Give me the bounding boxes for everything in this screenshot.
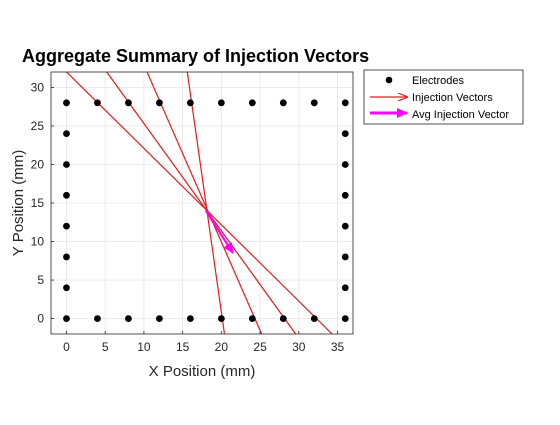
legend: Electrodes Injection Vectors Avg Injecti… — [363, 69, 524, 125]
plot-area: 0 5 10 15 20 25 30 35 0 5 10 15 20 25 30 — [31, 71, 354, 354]
axis-ticks: 0 5 10 15 20 25 30 35 0 5 10 15 20 25 30 — [31, 80, 345, 354]
injection-vector-line — [106, 72, 297, 334]
electrode-point — [341, 161, 349, 168]
electrode-point — [217, 99, 225, 107]
electrode-point — [125, 99, 132, 107]
electrode-point — [63, 99, 70, 107]
electrode-point — [94, 99, 101, 107]
electrode-point — [279, 315, 287, 322]
x-tick-label: 10 — [137, 340, 151, 354]
electrode-point — [63, 222, 70, 230]
electrode-point — [63, 315, 70, 322]
electrode-point — [186, 315, 194, 322]
x-tick-label: 5 — [102, 340, 109, 354]
injection-vectors — [66, 72, 333, 334]
y-axis-label: Y Position (mm) — [10, 150, 27, 256]
y-tick-label: 20 — [31, 157, 45, 171]
y-tick-label: 15 — [31, 196, 45, 210]
x-axis-label: X Position (mm) — [149, 363, 256, 380]
x-tick-label: 30 — [292, 340, 306, 354]
electrode-point — [341, 284, 349, 292]
electrode-point — [63, 284, 70, 292]
electrode-point — [156, 99, 163, 107]
y-tick-label: 30 — [31, 80, 45, 94]
electrode-point — [63, 191, 70, 199]
electrode-point — [341, 99, 349, 107]
electrode-point — [63, 130, 70, 138]
x-tick-label: 15 — [176, 340, 190, 354]
x-tick-label: 35 — [331, 340, 345, 354]
electrode-point — [248, 99, 256, 107]
legend-label-electrodes: Electrodes — [412, 75, 464, 87]
x-tick-label: 25 — [253, 340, 267, 354]
avg-injection-vector-arrow — [204, 210, 234, 254]
electrode-point — [341, 191, 349, 199]
y-tick-label: 0 — [37, 312, 44, 326]
electrode-point — [310, 99, 318, 107]
legend-label-avg-injection-vector: Avg Injection Vector — [412, 109, 509, 121]
y-tick-label: 25 — [31, 119, 45, 133]
electrode-point — [125, 315, 132, 322]
x-tick-label: 0 — [63, 340, 70, 354]
electrode-point — [341, 253, 349, 261]
injection-vector-line — [146, 72, 263, 334]
avg-injection-vector — [204, 210, 234, 254]
electrode-point — [186, 99, 194, 107]
injection-vector-line — [66, 72, 333, 334]
electrode-point — [94, 315, 101, 322]
electrode-point — [341, 222, 349, 230]
legend-marker-electrodes — [385, 76, 393, 84]
grid — [51, 72, 353, 334]
electrode-point — [63, 161, 70, 168]
electrode-point — [63, 253, 70, 261]
electrode-point — [279, 99, 287, 107]
electrode-point — [310, 315, 318, 322]
y-tick-label: 5 — [37, 273, 44, 287]
injection-vector-line — [186, 72, 226, 334]
electrode-point — [341, 130, 349, 138]
legend-label-injection-vectors: Injection Vectors — [412, 92, 493, 104]
electrode-point — [156, 315, 163, 322]
x-tick-label: 20 — [215, 340, 229, 354]
electrodes — [63, 99, 349, 322]
electrode-point — [217, 315, 225, 322]
chart-title: Aggregate Summary of Injection Vectors — [22, 46, 369, 66]
y-tick-label: 10 — [31, 235, 45, 249]
electrode-point — [341, 315, 349, 322]
electrode-point — [248, 315, 256, 322]
